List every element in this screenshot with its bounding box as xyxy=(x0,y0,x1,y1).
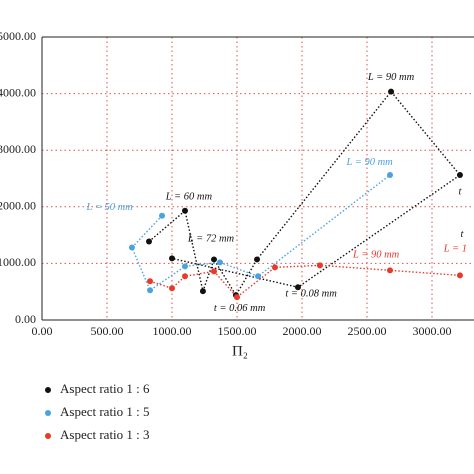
point xyxy=(199,288,206,295)
annotation: L = 90 mm xyxy=(367,72,415,83)
annotation: t xyxy=(460,229,464,240)
series-line xyxy=(149,264,460,299)
point xyxy=(210,256,217,263)
y-tick-label: 2000.00 xyxy=(0,199,36,213)
legend-label: Aspect ratio 1 : 5 xyxy=(60,404,150,419)
point xyxy=(255,273,262,280)
x-axis-label: Π₂ xyxy=(232,343,248,359)
point xyxy=(388,88,395,95)
y-tick-label: 5000.00 xyxy=(0,29,36,43)
y-tick-label: 0.00 xyxy=(15,312,36,326)
point xyxy=(316,262,323,269)
point xyxy=(147,287,154,294)
annotation: t xyxy=(458,186,462,197)
point xyxy=(387,267,394,274)
y-tick-label: 3000.00 xyxy=(0,142,36,156)
x-tick-label: 2500.00 xyxy=(348,324,387,338)
annotation: t = 0.06 mm xyxy=(214,303,266,314)
x-tick-label: 2000.00 xyxy=(283,324,322,338)
x-tick-label: 0.00 xyxy=(32,324,53,338)
point xyxy=(210,268,217,275)
point xyxy=(128,244,135,251)
point xyxy=(158,212,165,219)
x-tick-label: 3000.00 xyxy=(413,324,452,338)
x-tick-label: 1000.00 xyxy=(153,324,192,338)
legend-marker xyxy=(45,433,51,439)
annotation: L = 50 mm xyxy=(85,202,133,213)
legend-label: Aspect ratio 1 : 3 xyxy=(60,427,150,442)
series-line xyxy=(148,90,461,297)
point xyxy=(456,272,463,279)
y-tick-label: 1000.00 xyxy=(0,255,36,269)
point xyxy=(145,238,152,245)
point xyxy=(182,263,188,270)
point xyxy=(456,172,463,179)
point xyxy=(387,172,394,179)
point xyxy=(169,285,175,292)
annotation: L = 90 mm xyxy=(352,249,400,260)
annotation: L = 90 mm xyxy=(345,157,393,168)
legend-label: Aspect ratio 1 : 6 xyxy=(60,381,150,396)
annotation: t = 0.08 mm xyxy=(285,288,337,299)
annotation: L = 60 mm xyxy=(165,192,213,203)
point xyxy=(294,284,301,291)
y-tick-label: 4000.00 xyxy=(0,85,36,99)
point xyxy=(169,255,175,262)
point xyxy=(147,278,154,285)
annotation: L = 1 xyxy=(443,244,467,255)
x-tick-label: 1500.00 xyxy=(218,324,257,338)
legend-marker xyxy=(45,410,51,416)
legend-marker xyxy=(45,387,51,393)
point xyxy=(254,256,261,263)
point xyxy=(182,207,188,214)
point xyxy=(234,294,240,301)
point xyxy=(182,273,188,280)
annotation: L = 72 mm xyxy=(187,233,235,244)
x-tick-label: 500.00 xyxy=(91,324,124,338)
point xyxy=(216,259,223,266)
point xyxy=(271,264,278,271)
